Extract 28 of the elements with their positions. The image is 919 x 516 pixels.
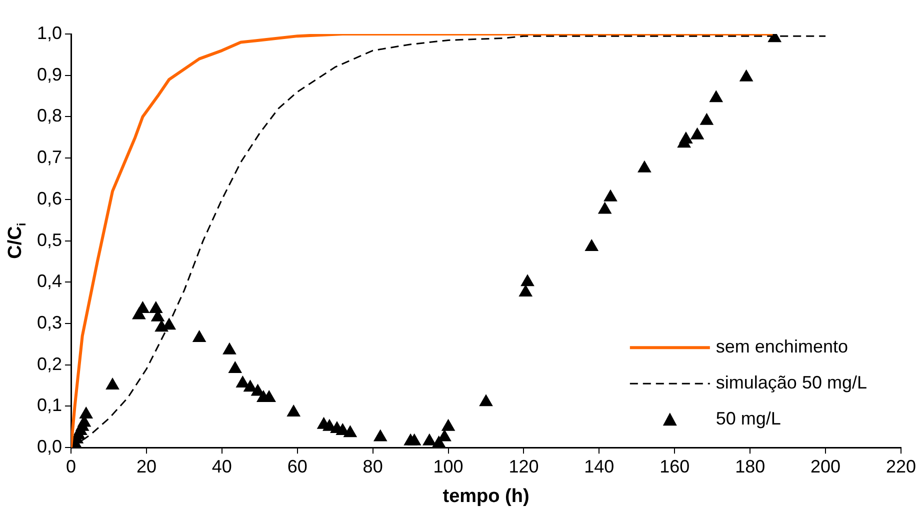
y-tick-label: 0,5 xyxy=(36,230,62,250)
legend-label: simulação 50 mg/L xyxy=(716,372,867,393)
x-tick-label: 120 xyxy=(508,456,539,476)
legend-label: sem enchimento xyxy=(716,336,848,357)
x-tick-label: 20 xyxy=(136,456,156,476)
x-tick-label: 100 xyxy=(433,456,464,476)
x-tick-label: 140 xyxy=(584,456,614,476)
y-tick-label: 0,6 xyxy=(36,188,62,208)
x-tick-label: 0 xyxy=(66,456,76,476)
y-tick-label: 0,9 xyxy=(36,64,62,84)
y-tick-label: 1,0 xyxy=(36,22,62,43)
legend-label: 50 mg/L xyxy=(716,408,781,429)
x-tick-label: 160 xyxy=(660,456,690,476)
x-tick-label: 180 xyxy=(735,456,766,476)
x-tick-label: 80 xyxy=(362,456,383,476)
y-tick-label: 0,1 xyxy=(36,395,62,416)
y-tick-label: 0,2 xyxy=(36,354,62,374)
y-tick-label: 0,7 xyxy=(36,147,62,168)
x-tick-label: 200 xyxy=(810,456,841,476)
y-tick-label: 0,0 xyxy=(36,436,62,457)
y-tick-label: 0,3 xyxy=(36,312,62,332)
x-axis-title: tempo (h) xyxy=(442,486,530,507)
x-tick-label: 220 xyxy=(886,456,916,476)
y-tick-label: 0,4 xyxy=(36,271,62,292)
y-axis-title: C/Ci xyxy=(5,222,28,259)
y-tick-label: 0,8 xyxy=(36,106,62,126)
x-tick-label: 60 xyxy=(287,456,308,476)
x-tick-label: 40 xyxy=(212,456,232,476)
